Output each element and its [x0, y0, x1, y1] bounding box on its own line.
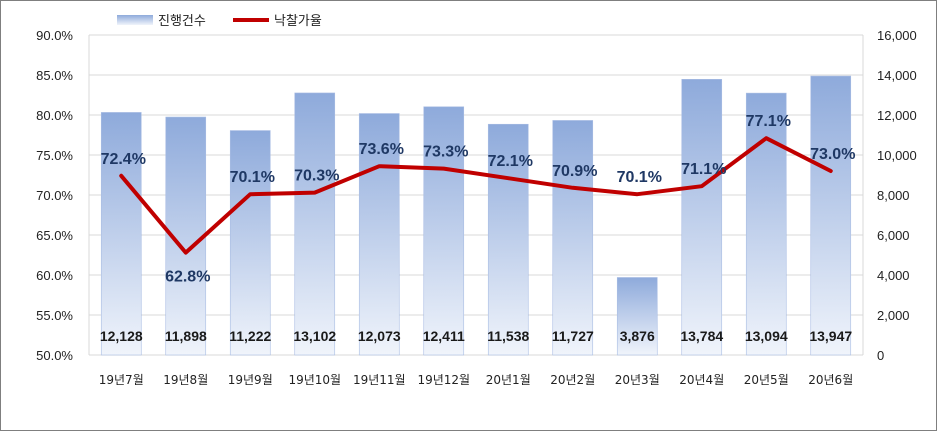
- category-label: 19년7월: [99, 373, 144, 387]
- right-tick-label: 0: [877, 348, 884, 363]
- legend: 진행건수 낙찰가율: [117, 13, 322, 29]
- category-label: 19년8월: [163, 373, 208, 387]
- category-axis: 19년7월 19년8월 19년9월 19년10월 19년11월 19년12월 20년1월 20…: [99, 373, 854, 387]
- line-value-label: 62.8%: [165, 269, 210, 286]
- category-label: 20년5월: [744, 373, 789, 387]
- line-value-label: 71.1%: [681, 161, 726, 178]
- line-data-labels: 72.4% 62.8% 70.1% 70.3% 73.6% 73.3% 72.1% 70.9%…: [101, 113, 856, 285]
- left-axis: 50.0% 55.0% 60.0% 65.0% 70.0% 75.0% 80.0% 85.0%…: [36, 28, 73, 363]
- line-value-label: 70.3%: [294, 168, 339, 185]
- right-tick-label: 10,000: [877, 148, 917, 163]
- line-value-label: 77.1%: [746, 113, 791, 130]
- category-label: 20년6월: [808, 373, 853, 387]
- line-value-label: 73.6%: [359, 141, 404, 158]
- bar: [101, 112, 141, 355]
- bar-value-label: 13,094: [745, 328, 788, 344]
- left-tick-label: 70.0%: [36, 188, 73, 203]
- category-label: 19년9월: [228, 373, 273, 387]
- bar: [682, 79, 722, 355]
- right-axis: 0 2,000 4,000 6,000 8,000 10,000 12,000 14,000 1…: [877, 28, 917, 363]
- legend-label-line: 낙찰가율: [274, 14, 322, 29]
- category-label: 19년11월: [353, 373, 406, 387]
- left-tick-label: 60.0%: [36, 268, 73, 283]
- line-value-label: 72.4%: [101, 151, 146, 168]
- bar-value-label: 11,727: [552, 328, 594, 344]
- bar-value-label: 13,102: [293, 328, 336, 344]
- line-value-label: 73.3%: [423, 144, 468, 161]
- left-tick-label: 55.0%: [36, 308, 73, 323]
- bar-value-label: 11,898: [165, 328, 207, 344]
- bar-data-labels: 12,128 11,898 11,222 13,102 12,073 12,411 11,5…: [100, 328, 853, 344]
- bar-value-label: 12,073: [358, 328, 401, 344]
- bar-value-label: 13,947: [809, 328, 852, 344]
- category-label: 20년4월: [679, 373, 724, 387]
- right-tick-label: 14,000: [877, 68, 917, 83]
- bar: [230, 131, 270, 355]
- category-label: 20년3월: [615, 373, 660, 387]
- left-tick-label: 75.0%: [36, 148, 73, 163]
- right-tick-label: 8,000: [877, 188, 910, 203]
- bar: [295, 93, 335, 355]
- left-tick-label: 80.0%: [36, 108, 73, 123]
- category-label: 19년10월: [288, 373, 341, 387]
- right-tick-label: 4,000: [877, 268, 910, 283]
- right-tick-label: 16,000: [877, 28, 917, 43]
- line-value-label: 70.9%: [552, 163, 597, 180]
- right-tick-label: 2,000: [877, 308, 910, 323]
- left-tick-label: 65.0%: [36, 228, 73, 243]
- category-label: 20년1월: [486, 373, 531, 387]
- bar-series: [101, 76, 851, 355]
- right-tick-label: 12,000: [877, 108, 917, 123]
- bar-value-label: 11,222: [229, 328, 271, 344]
- bar-value-label: 3,876: [620, 328, 655, 344]
- line-value-label: 70.1%: [617, 169, 662, 186]
- legend-label-bar: 진행건수: [158, 13, 206, 29]
- bar: [553, 120, 593, 355]
- bar-value-label: 11,538: [487, 328, 529, 344]
- line-value-label: 70.1%: [230, 169, 275, 186]
- right-tick-label: 6,000: [877, 228, 910, 243]
- bar-value-label: 12,128: [100, 328, 143, 344]
- left-tick-label: 85.0%: [36, 68, 73, 83]
- bar-value-label: 12,411: [423, 328, 465, 344]
- left-tick-label: 90.0%: [36, 28, 73, 43]
- bar-value-label: 13,784: [680, 328, 723, 344]
- line-value-label: 72.1%: [488, 153, 533, 170]
- bar: [811, 76, 851, 355]
- legend-swatch-bar: [117, 15, 153, 25]
- bar: [746, 93, 786, 355]
- category-label: 19년12월: [417, 373, 470, 387]
- line-value-label: 73.0%: [810, 146, 855, 163]
- category-label: 20년2월: [550, 373, 595, 387]
- left-tick-label: 50.0%: [36, 348, 73, 363]
